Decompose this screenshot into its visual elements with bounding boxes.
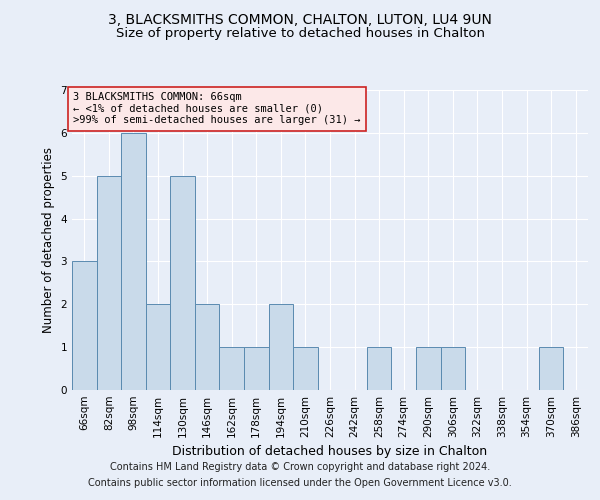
Bar [121,133,146,390]
Bar [244,347,269,390]
Bar [367,347,391,390]
Bar [170,176,195,390]
Bar [293,347,318,390]
Text: 3 BLACKSMITHS COMMON: 66sqm
← <1% of detached houses are smaller (0)
>99% of sem: 3 BLACKSMITHS COMMON: 66sqm ← <1% of det… [73,92,361,126]
Text: Contains HM Land Registry data © Crown copyright and database right 2024.: Contains HM Land Registry data © Crown c… [110,462,490,472]
Bar [146,304,170,390]
Text: Size of property relative to detached houses in Chalton: Size of property relative to detached ho… [115,28,485,40]
Bar [195,304,220,390]
Bar [97,176,121,390]
Bar [440,347,465,390]
X-axis label: Distribution of detached houses by size in Chalton: Distribution of detached houses by size … [172,446,488,458]
Bar [269,304,293,390]
Text: Contains public sector information licensed under the Open Government Licence v3: Contains public sector information licen… [88,478,512,488]
Text: 3, BLACKSMITHS COMMON, CHALTON, LUTON, LU4 9UN: 3, BLACKSMITHS COMMON, CHALTON, LUTON, L… [108,12,492,26]
Y-axis label: Number of detached properties: Number of detached properties [42,147,55,333]
Bar [539,347,563,390]
Bar [72,262,97,390]
Bar [220,347,244,390]
Bar [416,347,440,390]
